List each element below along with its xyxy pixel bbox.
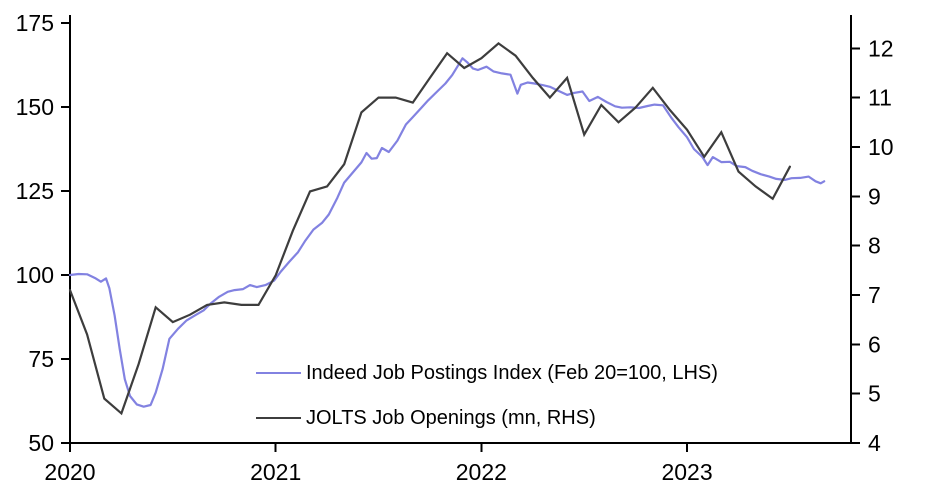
left-axis-tick-label: 150 bbox=[16, 94, 54, 120]
legend-item-indeed: Indeed Job Postings Index (Feb 20=100, L… bbox=[256, 361, 718, 385]
right-axis-tick-label: 7 bbox=[868, 282, 881, 308]
jolts-line bbox=[68, 41, 792, 416]
indeed-legend-line-sample bbox=[256, 371, 301, 375]
left-axis-tick-label: 50 bbox=[28, 430, 54, 456]
left-axis-tick-label: 100 bbox=[16, 262, 54, 288]
left-axis-tick-label: 175 bbox=[16, 10, 54, 36]
legend: Indeed Job Postings Index (Feb 20=100, L… bbox=[256, 361, 718, 451]
x-axis-tick-label: 2020 bbox=[44, 459, 95, 485]
jolts-legend-line-sample bbox=[256, 416, 301, 420]
left-axis-tick-label: 75 bbox=[28, 346, 54, 372]
legend-item-jolts: JOLTS Job Openings (mn, RHS) bbox=[256, 406, 718, 430]
left-axis-tick-label: 125 bbox=[16, 178, 54, 204]
right-axis-tick-label: 4 bbox=[868, 430, 881, 456]
jolts-legend-label: JOLTS Job Openings (mn, RHS) bbox=[306, 406, 596, 429]
right-axis-tick-label: 11 bbox=[868, 85, 892, 111]
x-axis-tick-label: 2022 bbox=[456, 459, 507, 485]
x-axis-tick-label: 2021 bbox=[250, 459, 301, 485]
right-axis-tick-label: 6 bbox=[868, 331, 881, 357]
x-axis-tick-label: 2023 bbox=[661, 459, 712, 485]
right-axis-tick-label: 12 bbox=[868, 35, 894, 61]
right-axis-tick-label: 10 bbox=[868, 134, 894, 160]
right-axis-tick-label: 5 bbox=[868, 381, 881, 407]
right-axis-tick-label: 8 bbox=[868, 233, 881, 259]
right-axis-tick-label: 9 bbox=[868, 183, 881, 209]
indeed-line bbox=[68, 57, 826, 408]
indeed-legend-label: Indeed Job Postings Index (Feb 20=100, L… bbox=[306, 361, 718, 384]
